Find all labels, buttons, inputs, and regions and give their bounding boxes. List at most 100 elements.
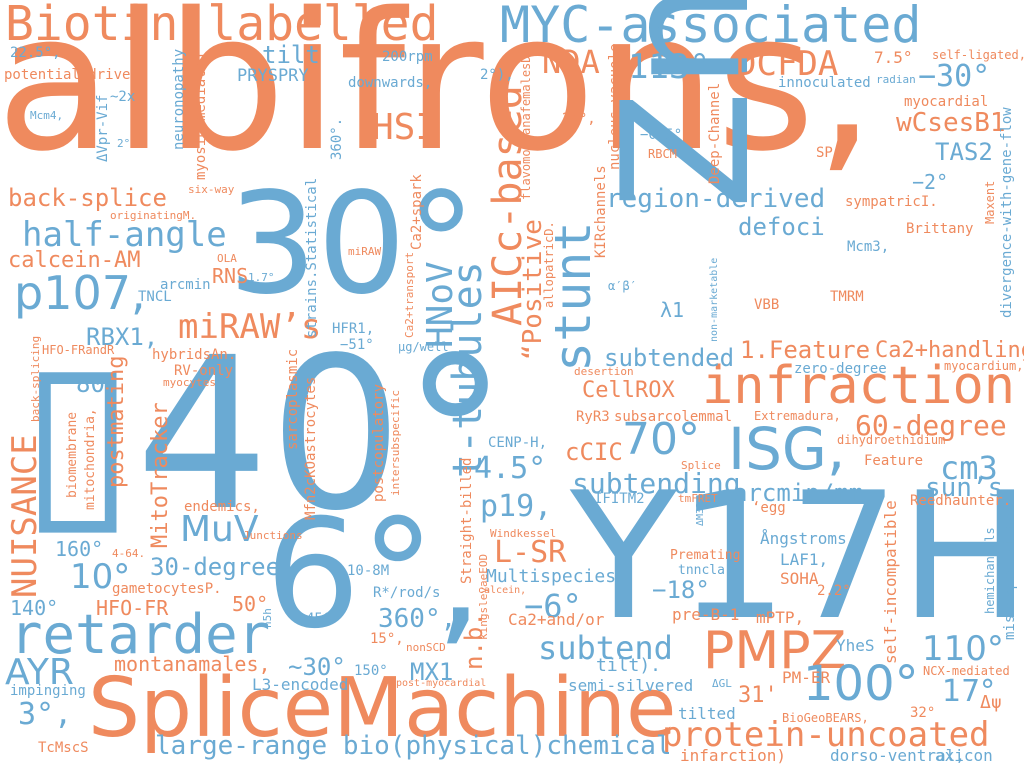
cloud-word-tas2: TAS2 bbox=[935, 138, 993, 166]
cloud-word-deg24: 24°, bbox=[562, 111, 596, 127]
cloud-word-deg2-2: 2.2° bbox=[817, 583, 851, 599]
cloud-word-ola: OLA bbox=[217, 252, 237, 265]
cloud-word-pmpz: PMPZ bbox=[703, 621, 847, 681]
cloud-word-flavomontana: flavomontanafemalesD. bbox=[519, 48, 533, 200]
cloud-word-deg45: 45° bbox=[306, 611, 332, 627]
cloud-word-post-myocardial: post-myocardial bbox=[396, 678, 487, 689]
cloud-word-nucleus-vacuole: nucleus-vacuole bbox=[607, 43, 623, 170]
cloud-word-ca2transport: Ca2+transport bbox=[403, 251, 416, 338]
cloud-word-lambda1: λ1 bbox=[660, 298, 685, 322]
cloud-word-rv-only: RV-only bbox=[174, 363, 234, 379]
cloud-word-deg30: 30° bbox=[228, 163, 477, 326]
cloud-word-endemics: endemics, bbox=[184, 499, 260, 515]
cloud-word-region-derived: region-derived bbox=[606, 184, 826, 214]
cloud-word-deg70: 70° bbox=[622, 414, 700, 465]
cloud-word-ccic: cCIC bbox=[565, 438, 623, 466]
cloud-word-deg31: 31' bbox=[738, 683, 778, 708]
cloud-word-kingsleyae: kingsleyaeEOD bbox=[477, 553, 490, 640]
cloud-word-deg80: 80° bbox=[76, 370, 120, 398]
cloud-word-windkessel: Windkessel bbox=[490, 527, 557, 540]
cloud-word-approx2x: ~2x bbox=[110, 89, 136, 105]
cloud-word-tncl: TNCL bbox=[138, 289, 172, 305]
cloud-word-hsi: HSI bbox=[372, 107, 438, 148]
cloud-word-neuronopathy: neuronopathy bbox=[171, 48, 187, 150]
cloud-word-miraw2: miRAW bbox=[348, 245, 382, 258]
cloud-word-axicon: axicon bbox=[935, 746, 993, 765]
cloud-word-tnncla: tnncla, bbox=[678, 563, 733, 578]
cloud-word-neg18: −18° bbox=[652, 576, 710, 604]
cloud-word-calcein-am: calcein-AM bbox=[8, 248, 141, 273]
cloud-word-six-way: six-way bbox=[188, 183, 235, 196]
cloud-word-subtend: subtend bbox=[538, 629, 673, 667]
cloud-word-innoculated: innoculated bbox=[778, 75, 871, 91]
cloud-word-myocytes: myocytes bbox=[163, 376, 216, 389]
cloud-word-tilt-bottom: tilt). bbox=[596, 655, 662, 676]
cloud-word-nonscd: nonSCD bbox=[406, 641, 446, 654]
cloud-word-sympatric: sympatricI. bbox=[845, 194, 938, 210]
cloud-word-feature: Feature bbox=[864, 453, 924, 469]
cloud-word-sun: sun’s bbox=[925, 473, 1004, 503]
cloud-word-biogeobears: BioGeoBEARS, bbox=[782, 711, 869, 725]
cloud-word-vbb: VBB bbox=[754, 297, 780, 313]
cloud-word-subtended: subtended bbox=[604, 344, 735, 372]
cloud-word-brittany: Brittany bbox=[906, 221, 974, 237]
cloud-word-wcsesb1: wCsesB1 bbox=[896, 108, 1006, 138]
cloud-word-cellrox: CellROX bbox=[582, 378, 675, 403]
cloud-word-nda: NDA bbox=[542, 43, 600, 81]
cloud-word-non-marketable: non-marketable bbox=[709, 257, 720, 342]
cloud-word-soha: SOHA bbox=[780, 569, 819, 588]
cloud-word-deg4-5: 4.5° bbox=[474, 451, 547, 486]
cloud-word-desertion: desertion bbox=[574, 365, 634, 378]
cloud-word-strains-mfn: Mfn2cKOastrocytes bbox=[303, 376, 319, 520]
cloud-word-zero-degree: zero-degree bbox=[794, 361, 887, 377]
cloud-word-premating: Premating bbox=[670, 548, 741, 563]
cloud-word-postmating: postmating bbox=[104, 355, 129, 488]
cloud-word-t-tubules: t-tubules bbox=[445, 261, 491, 478]
cloud-word-hybrids: hybridsAn. bbox=[152, 347, 237, 363]
cloud-word-deg40: ▯40° bbox=[20, 312, 508, 557]
cloud-word-infraction: infraction bbox=[702, 356, 1016, 416]
cloud-word-hfo-fr: HFO-FR bbox=[96, 596, 169, 620]
cloud-word-reedhaunter: Reedhaunter. bbox=[910, 493, 1012, 509]
cloud-word-myocardial: myocardial bbox=[904, 94, 989, 110]
cloud-word-potential-driven: potential-driven bbox=[4, 67, 139, 83]
cloud-word-radian: radian bbox=[876, 73, 916, 86]
cloud-word-retarder: retarder bbox=[10, 603, 271, 666]
cloud-word-mcm4: Mcm4, bbox=[30, 109, 64, 122]
cloud-word-multispecies: Multispecies bbox=[486, 566, 617, 587]
cloud-word-muv: MuV bbox=[180, 509, 259, 550]
cloud-word-myosin-mediated: myosin-mediated bbox=[193, 53, 209, 180]
cloud-word-mitochondria: mitochondria, bbox=[83, 408, 98, 510]
cloud-word-self-incompatible: self-incompatible bbox=[881, 500, 900, 664]
cloud-word-subsarcolemmal: subsarcolemmal bbox=[614, 409, 733, 425]
cloud-word-deg150: 150° bbox=[354, 663, 388, 679]
cloud-word-large-range: large-range bio(physical)chemical bbox=[155, 731, 672, 761]
cloud-word-deg1-7: 1.7° bbox=[248, 271, 275, 284]
cloud-word-delta-vpr: ΔVpr-Vif bbox=[95, 94, 111, 162]
cloud-word-mitotracker: MitoTracker bbox=[148, 402, 173, 548]
cloud-word-arcmin: arcmin bbox=[160, 277, 211, 293]
cloud-word-yhes: YheS bbox=[836, 636, 875, 655]
cloud-word-approx30: ~30° bbox=[288, 653, 346, 681]
cloud-word-deg360: 360°, bbox=[378, 604, 457, 634]
cloud-word-rpm200: 200rpm bbox=[382, 49, 433, 65]
cloud-word-deg22-5: 22.5°, bbox=[10, 45, 61, 61]
cloud-word-deg17: 17° bbox=[942, 674, 996, 709]
cloud-word-sarcoplasmic: sarcoplasmic bbox=[285, 348, 301, 450]
cloud-word-deg50: 50° bbox=[232, 592, 269, 616]
cloud-word-hfo-frandr: HFO-FRandR bbox=[42, 343, 115, 357]
cloud-word-postcopulatory: postcopulatory bbox=[371, 383, 387, 502]
cloud-word-deg100: 100° bbox=[803, 656, 919, 712]
cloud-word-calcein: calcein, bbox=[478, 585, 527, 596]
cloud-word-ca2spark: Ca2+spark bbox=[409, 174, 425, 250]
cloud-word-hfr1: HFR1, bbox=[332, 321, 375, 337]
cloud-word-deg140: 140° bbox=[10, 596, 59, 620]
cloud-word-deg6: 6°, bbox=[265, 488, 484, 662]
cloud-word-deg113: 113° bbox=[628, 47, 710, 87]
cloud-word-ncx-mediated: NCX-mediated bbox=[923, 664, 1010, 678]
cloud-word-myocardium: myocardium, bbox=[944, 359, 1024, 373]
cloud-word-deep-channel: Deep-Channel bbox=[707, 82, 723, 184]
cloud-word-neg0-5: −0.5° bbox=[640, 127, 683, 143]
cloud-word-sps: SP’s bbox=[816, 145, 850, 161]
